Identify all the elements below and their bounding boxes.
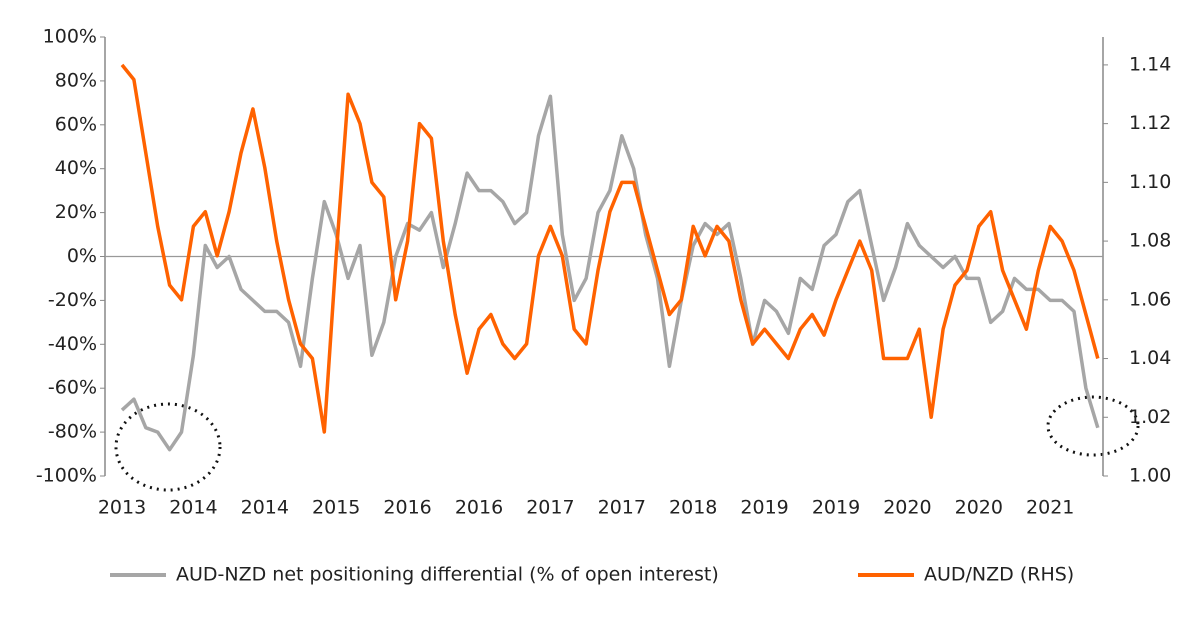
y-tick-label: 80% [55,69,97,91]
y-tick-label: -80% [48,421,97,443]
legend-label: AUD-NZD net positioning differential (% … [176,564,719,586]
y2-tick-label: 1.10 [1129,171,1171,193]
x-tick-label: 2014 [169,497,217,519]
annotation-ellipse [1046,395,1140,457]
y-tick-label: 40% [55,157,97,179]
y2-tick-label: 1.08 [1129,230,1171,252]
y2-tick-label: 1.02 [1129,406,1171,428]
y2-tick-label: 1.12 [1129,112,1171,134]
x-tick-label: 2020 [883,497,931,519]
y-tick-label: 20% [55,201,97,223]
x-tick-label: 2014 [241,497,289,519]
x-tick-label: 2018 [669,497,717,519]
x-tick-label: 2016 [455,497,503,519]
x-tick-label: 2017 [598,497,646,519]
x-tick-label: 2015 [312,497,360,519]
y-tick-label: -60% [48,377,97,399]
x-tick-label: 2019 [812,497,860,519]
y2-tick-label: 1.00 [1129,465,1171,487]
legend-label: AUD/NZD (RHS) [924,564,1074,586]
y-tick-label: -20% [48,289,97,311]
y-tick-label: 100% [43,26,97,48]
y2-tick-label: 1.04 [1129,347,1171,369]
x-tick-label: 2016 [383,497,431,519]
y-tick-label: 60% [55,113,97,135]
y2-tick-label: 1.14 [1129,53,1171,75]
x-tick-label: 2020 [955,497,1003,519]
series-line [120,94,1100,452]
x-tick-label: 2013 [98,497,146,519]
x-tick-label: 2019 [740,497,788,519]
y-tick-label: -100% [36,465,97,487]
annotation-ellipse [114,402,222,492]
series-line [120,63,1100,434]
x-tick-label: 2021 [1026,497,1074,519]
y2-tick-label: 1.06 [1129,288,1171,310]
y-tick-label: -40% [48,333,97,355]
y-tick-label: 0% [67,245,97,267]
x-tick-label: 2017 [526,497,574,519]
